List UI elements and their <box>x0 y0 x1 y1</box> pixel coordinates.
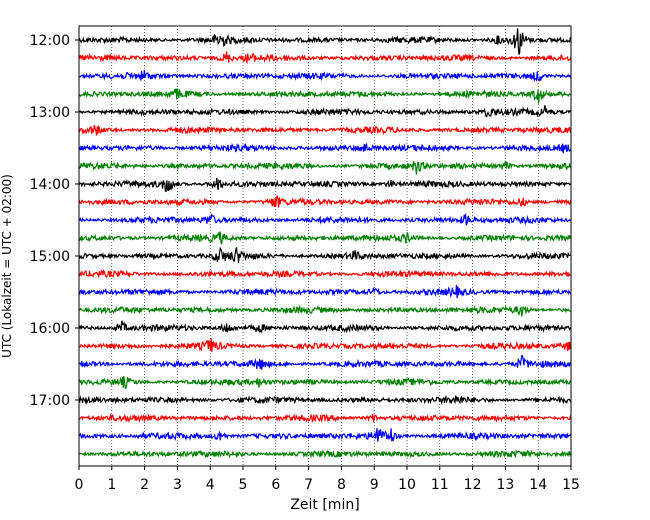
x-tick-label-13: 13 <box>496 477 514 493</box>
x-tick-label-9: 9 <box>370 477 379 493</box>
x-tick-label-4: 4 <box>206 477 215 493</box>
x-tick-label-0: 0 <box>75 477 84 493</box>
x-axis-ticks: 0 1 2 3 4 5 6 7 8 9 10 11 12 13 14 15 <box>75 466 580 493</box>
y-tick-label-1400: 14:00 <box>30 177 70 193</box>
trace-1545 <box>79 304 572 317</box>
x-tick-label-6: 6 <box>271 477 280 493</box>
x-tick-label-1: 1 <box>107 477 116 493</box>
x-tick-label-15: 15 <box>562 477 580 493</box>
trace-1230 <box>78 70 572 82</box>
y-axis-ticks: 12:00 13:00 14:00 15:00 16:00 17:00 <box>30 33 79 409</box>
trace-1315 <box>78 124 572 136</box>
trace-1215 <box>78 51 572 65</box>
x-tick-label-8: 8 <box>337 477 346 493</box>
trace-1515 <box>78 269 572 280</box>
x-tick-label-14: 14 <box>529 477 547 493</box>
x-axis-label: Zeit [min] <box>290 497 359 513</box>
y-tick-label-1200: 12:00 <box>30 33 70 49</box>
y-tick-label-1300: 13:00 <box>30 105 70 121</box>
trace-1200 <box>78 28 572 55</box>
x-tick-label-10: 10 <box>398 477 416 493</box>
trace-1415 <box>78 195 572 208</box>
trace-1630 <box>78 354 572 370</box>
trace-1245 <box>78 88 572 104</box>
trace-1530 <box>78 285 572 299</box>
trace-1400 <box>78 177 572 193</box>
y-tick-label-1700: 17:00 <box>30 393 70 409</box>
trace-1600 <box>78 320 572 334</box>
trace-lines <box>78 28 572 459</box>
trace-1645 <box>78 376 572 390</box>
trace-1430 <box>78 212 572 226</box>
x-tick-label-5: 5 <box>239 477 248 493</box>
trace-1615 <box>78 338 572 353</box>
y-tick-label-1600: 16:00 <box>30 321 70 337</box>
trace-1715 <box>78 413 572 424</box>
trace-1700 <box>78 394 572 406</box>
trace-1745 <box>78 448 572 459</box>
x-tick-label-11: 11 <box>431 477 449 493</box>
plot-area-frame <box>78 25 572 467</box>
trace-1445 <box>78 231 572 245</box>
trace-1730 <box>78 428 572 442</box>
vertical-grid-lines <box>111 26 539 466</box>
trace-1330 <box>78 142 572 154</box>
y-axis-label: UTC (Lokalzeit = UTC + 02:00) <box>0 174 14 358</box>
x-tick-label-2: 2 <box>140 477 149 493</box>
x-tick-label-12: 12 <box>464 477 482 493</box>
x-tick-label-3: 3 <box>173 477 182 493</box>
trace-1345 <box>78 160 572 175</box>
trace-1500 <box>78 246 572 263</box>
trace-1300 <box>78 105 572 118</box>
y-tick-label-1500: 15:00 <box>30 249 70 265</box>
x-tick-label-7: 7 <box>304 477 313 493</box>
